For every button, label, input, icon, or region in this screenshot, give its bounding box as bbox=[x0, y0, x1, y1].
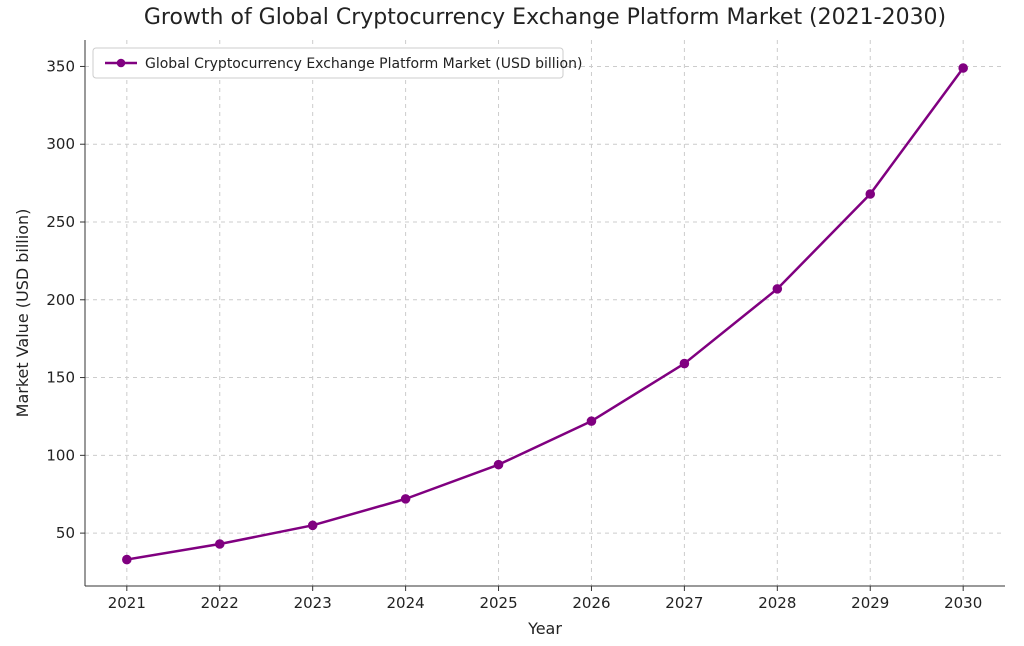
y-tick-label: 50 bbox=[56, 524, 75, 542]
y-tick-label: 350 bbox=[46, 57, 75, 75]
x-tick-label: 2029 bbox=[851, 594, 889, 612]
data-point bbox=[587, 417, 596, 426]
y-axis-label: Market Value (USD billion) bbox=[13, 209, 32, 418]
x-tick-label: 2025 bbox=[479, 594, 517, 612]
x-tick-label: 2024 bbox=[387, 594, 425, 612]
y-tick-label: 250 bbox=[46, 213, 75, 231]
y-tick-label: 150 bbox=[46, 369, 75, 387]
x-axis-label: Year bbox=[527, 619, 562, 638]
data-point bbox=[866, 190, 875, 199]
data-point bbox=[959, 64, 968, 73]
x-tick-label: 2023 bbox=[294, 594, 332, 612]
data-point bbox=[401, 495, 410, 504]
x-tick-label: 2027 bbox=[665, 594, 703, 612]
x-tick-label: 2030 bbox=[944, 594, 982, 612]
data-point bbox=[308, 521, 317, 530]
x-tick-label: 2021 bbox=[108, 594, 146, 612]
x-tick-label: 2028 bbox=[758, 594, 796, 612]
y-tick-label: 300 bbox=[46, 135, 75, 153]
chart-container: 2021 2022 2023 2024 2025 2026 2027 2028 2029 2030… bbox=[0, 0, 1024, 646]
y-tick-label: 200 bbox=[46, 291, 75, 309]
chart-title: Growth of Global Cryptocurrency Exchange… bbox=[144, 5, 946, 30]
line-chart: 2021 2022 2023 2024 2025 2026 2027 2028 2029 2030… bbox=[0, 0, 1024, 646]
legend-label: Global Cryptocurrency Exchange Platform … bbox=[145, 56, 582, 72]
data-point bbox=[773, 285, 782, 294]
data-point bbox=[123, 555, 132, 564]
y-tick-label: 100 bbox=[46, 446, 75, 464]
data-point bbox=[215, 540, 224, 549]
data-point bbox=[680, 359, 689, 368]
x-tick-label: 2026 bbox=[572, 594, 610, 612]
data-point bbox=[494, 460, 503, 469]
x-tick-label: 2022 bbox=[201, 594, 239, 612]
legend: Global Cryptocurrency Exchange Platform … bbox=[93, 48, 582, 78]
